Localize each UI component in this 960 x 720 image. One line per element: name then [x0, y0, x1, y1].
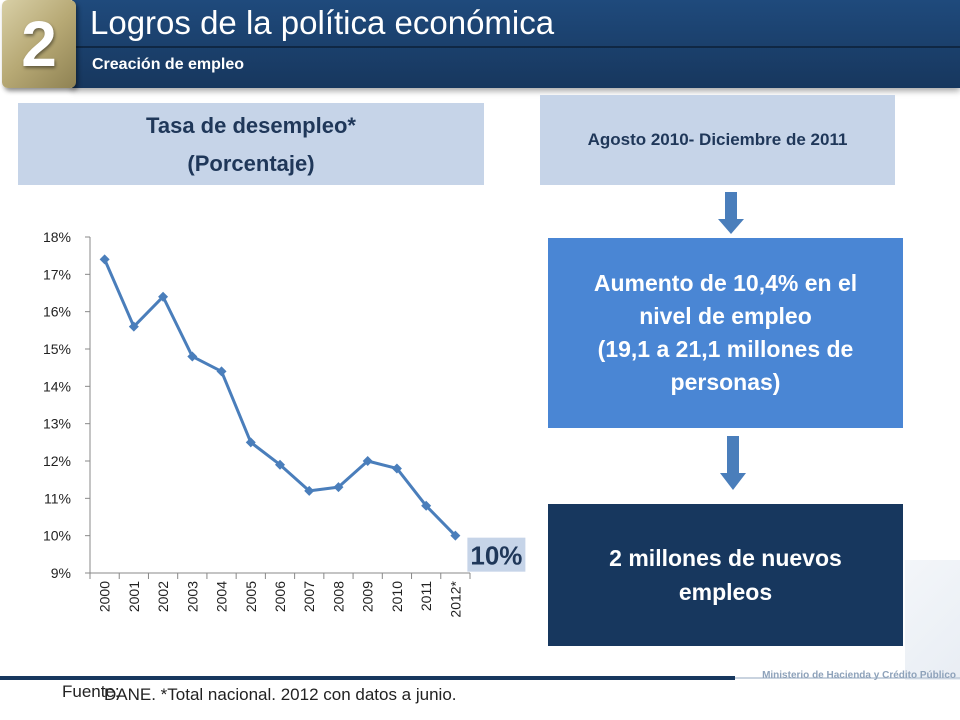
x-tick-label: 2000: [97, 581, 113, 612]
chart-unit: (Porcentaje): [187, 151, 315, 176]
y-tick-label: 15%: [43, 341, 71, 357]
annotation-label: 10%: [470, 541, 522, 571]
data-point: [216, 366, 227, 377]
increase-line-4: personas): [670, 369, 781, 395]
data-point: [333, 482, 344, 493]
series-line: [103, 258, 457, 537]
y-tick-label: 18%: [43, 229, 71, 245]
data-point: [158, 291, 169, 302]
page-subtitle: Creación de empleo: [92, 56, 245, 73]
employment-increase-box: Aumento de 10,4% en el nivel de empleo (…: [548, 238, 903, 428]
data-point: [275, 459, 285, 470]
background-watermark: [905, 560, 960, 680]
section-badge: 2: [2, 0, 76, 88]
x-tick-label: 2007: [301, 581, 317, 612]
chart-title: Tasa de desempleo*: [146, 113, 356, 138]
data-point: [391, 463, 402, 474]
data-point: [304, 485, 315, 496]
increase-line-2: nivel de empleo: [639, 303, 812, 329]
x-tick-label: 2004: [214, 581, 230, 612]
page-title: Logros de la política económica: [90, 4, 555, 41]
y-tick-label: 17%: [43, 266, 71, 282]
footer-divider-light: [735, 677, 960, 679]
x-tick-label: 2012*: [447, 580, 463, 617]
y-tick-label: 10%: [43, 528, 71, 544]
jobs-line-1: 2 millones de nuevos: [609, 545, 842, 571]
increase-line-1: Aumento de 10,4% en el: [593, 270, 858, 296]
y-tick-label: 11%: [44, 490, 71, 506]
arrow-down-icon: [718, 192, 744, 234]
data-point: [362, 456, 373, 466]
source-label: Fuente:: [62, 682, 120, 701]
ministry-logo-text: Ministerio de Hacienda y Crédito Público: [762, 670, 956, 681]
increase-line-3: (19,1 a 21,1 millones de: [597, 336, 854, 362]
arrow-down-icon: [720, 436, 746, 490]
x-tick-label: 2001: [126, 581, 142, 612]
x-tick-label: 2009: [360, 581, 376, 612]
data-point: [187, 351, 198, 362]
data-point: [421, 500, 432, 511]
x-tick-label: 2003: [184, 581, 200, 612]
unemployment-chart: 9% 10% 11% 12% 13% 14% 15% 16% 17% 18% 2000 2001 200…: [43, 229, 526, 618]
x-tick-label: 2008: [330, 581, 346, 612]
new-jobs-box: 2 millones de nuevos empleos: [548, 504, 903, 646]
data-point: [99, 254, 110, 265]
data-point: [128, 321, 139, 332]
header-divider: [72, 46, 960, 48]
y-tick-label: 13%: [43, 416, 71, 432]
footer-divider: [0, 676, 735, 680]
header-bar: [72, 0, 960, 88]
x-tick-label: 2006: [272, 581, 288, 612]
x-tick-label: 2010: [389, 581, 405, 612]
x-tick-label: 2011: [418, 581, 434, 611]
source-text: DANE. *Total nacional. 2012 con datos a …: [104, 685, 457, 704]
y-tick-label: 14%: [43, 378, 71, 394]
y-tick-label: 16%: [43, 304, 71, 320]
y-tick-label: 12%: [43, 453, 71, 469]
annotation-box: [467, 537, 526, 572]
jobs-line-2: empleos: [678, 579, 773, 605]
x-tick-label: 2005: [243, 581, 259, 612]
data-point: [450, 530, 461, 541]
period-box: Agosto 2010- Diciembre de 2011: [540, 95, 895, 185]
x-tick-label: 2002: [155, 581, 171, 612]
data-point: [245, 437, 256, 448]
y-tick-label: 9%: [51, 565, 71, 581]
chart-title-box: Tasa de desempleo* (Porcentaje): [18, 103, 484, 185]
